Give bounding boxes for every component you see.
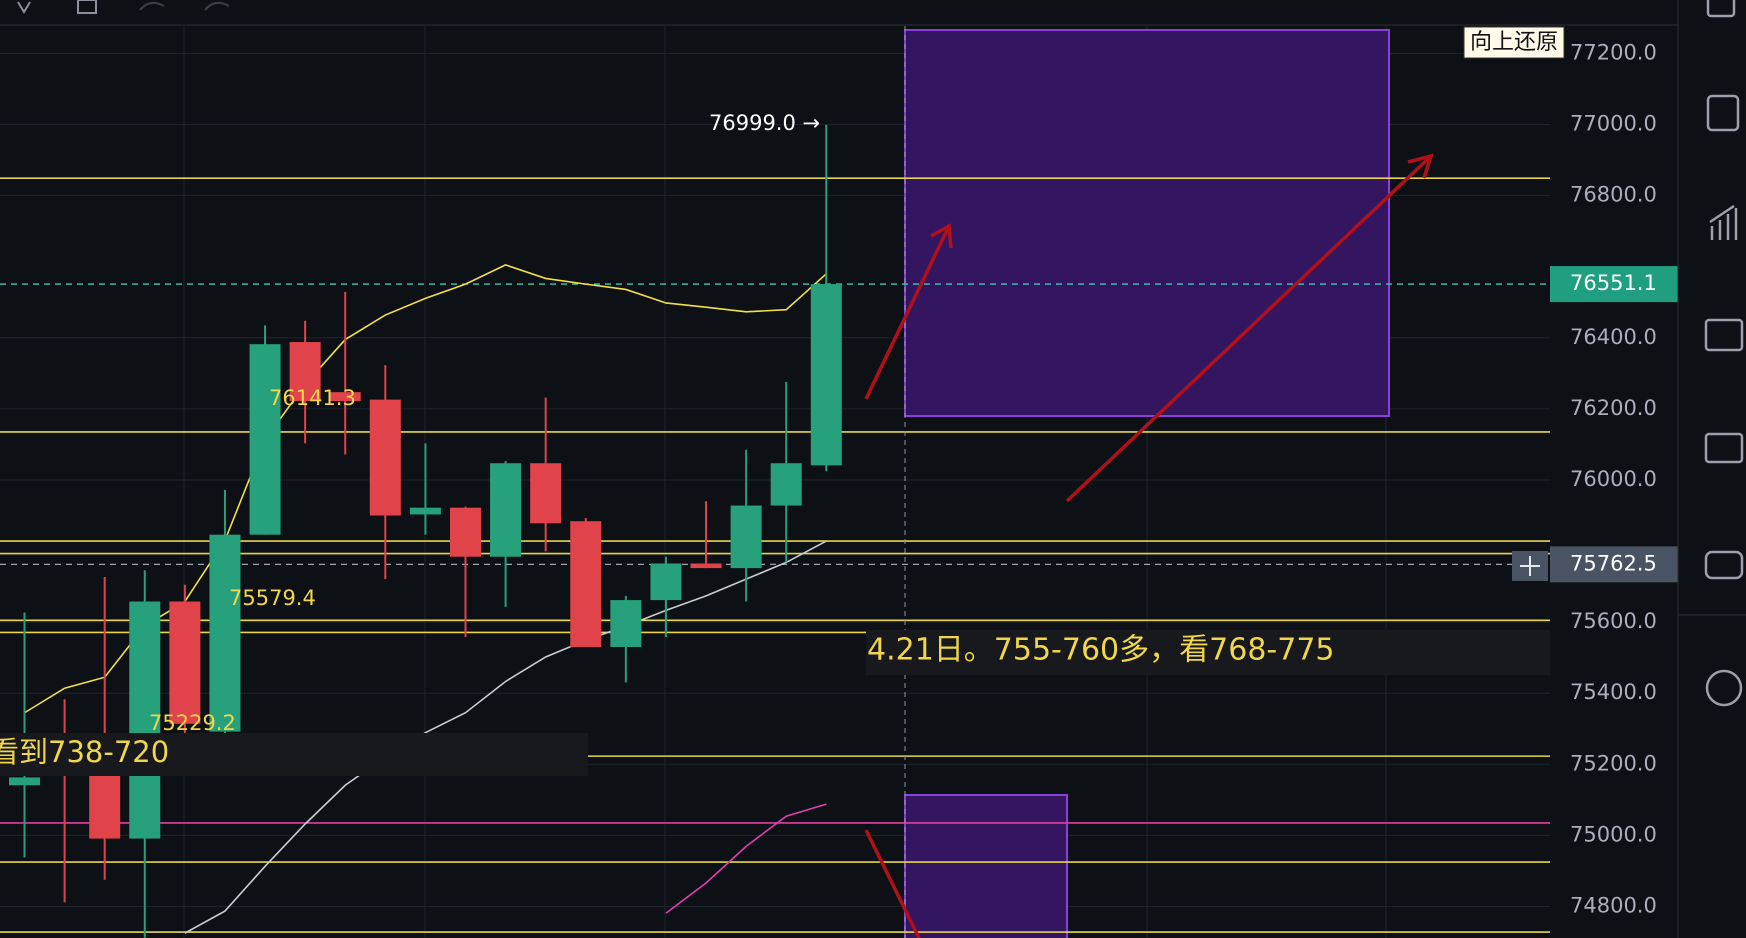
- y-tick-label: 75200.0: [1570, 751, 1657, 775]
- y-tick-label: 77200.0: [1570, 40, 1657, 64]
- candle-body: [650, 563, 682, 601]
- candle-body: [289, 342, 321, 402]
- tool-icon[interactable]: [77, 0, 97, 14]
- y-tick-label: 76000.0: [1570, 467, 1657, 491]
- arrow: [864, 829, 921, 938]
- arrow-head: [930, 223, 953, 249]
- price-tag: [1550, 546, 1678, 583]
- candle-body: [169, 601, 201, 724]
- candle-body: [490, 463, 522, 557]
- candle-body: [369, 399, 401, 516]
- y-tick-label: 75000.0: [1570, 822, 1657, 846]
- ma-line: [184, 540, 827, 934]
- note-bg: [866, 630, 1550, 675]
- side-icon[interactable]: [1705, 669, 1743, 707]
- plot: [9, 124, 842, 938]
- arrow: [1065, 154, 1433, 503]
- price-annotation: 75579.4: [229, 586, 316, 610]
- y-tick-label: 74800.0: [1570, 893, 1657, 917]
- y-axis: 77200.0 77000.0 76800.0 76400.0 76200.0 76000…: [1550, 40, 1678, 917]
- y-tick-label: 76800.0: [1570, 183, 1657, 207]
- zone-box: [904, 794, 1068, 938]
- price-annotation: 76141.3: [269, 386, 356, 410]
- side-icon[interactable]: [1704, 550, 1744, 580]
- candle-body: [9, 777, 40, 786]
- candle-body: [329, 392, 361, 402]
- note-bg: [0, 733, 588, 776]
- price-tag: [1550, 266, 1678, 303]
- candle-body: [730, 505, 762, 569]
- y-tick-label: 76400.0: [1570, 325, 1657, 349]
- sidebar: [1678, 0, 1746, 938]
- side-icon[interactable]: [1709, 204, 1738, 240]
- note-right: 4.21日。755-760多，看768-775: [867, 633, 1335, 668]
- candle-body: [530, 463, 562, 524]
- price-tag-label: 76551.1: [1570, 271, 1657, 295]
- side-icon[interactable]: [1704, 432, 1744, 464]
- side-icon[interactable]: [1704, 318, 1744, 352]
- arrows: [864, 153, 1434, 938]
- candle-body: [209, 534, 241, 732]
- toolbar: [0, 0, 1746, 25]
- candle-body: [249, 344, 281, 535]
- candle-body: [570, 521, 602, 647]
- candle-body: [89, 773, 121, 839]
- restore-button[interactable]: [1463, 26, 1565, 59]
- candle-body: [449, 507, 481, 557]
- y-tick-label: 76200.0: [1570, 396, 1657, 420]
- side-icon[interactable]: [1706, 0, 1736, 18]
- y-tick-label: 75400.0: [1570, 680, 1657, 704]
- candle-body: [610, 600, 642, 647]
- candle-body: [770, 463, 802, 506]
- axis-panel: [1550, 26, 1678, 938]
- toolbar-icons: [17, 0, 230, 14]
- restore-button-label[interactable]: 向上还原: [1470, 30, 1558, 55]
- zone-box: [904, 29, 1390, 417]
- tool-icon[interactable]: [17, 1, 31, 14]
- side-icon[interactable]: [1706, 94, 1740, 132]
- arrow-head: [1407, 153, 1434, 179]
- tool-icon[interactable]: [204, 1, 230, 11]
- tool-icon[interactable]: [139, 1, 165, 11]
- candle-body: [409, 507, 441, 515]
- candle-body: [690, 563, 722, 569]
- price-tag-label: 75762.5: [1570, 551, 1657, 575]
- sidebar-icons: [1704, 0, 1744, 707]
- ma-line: [665, 803, 827, 914]
- high-label: 76999.0 →: [709, 111, 820, 135]
- note-left: 看到738-720: [0, 735, 169, 769]
- arrow: [864, 225, 951, 400]
- candle-body: [810, 284, 842, 466]
- candle-body: [129, 601, 161, 839]
- y-tick-label: 75600.0: [1570, 609, 1657, 633]
- y-tick-label: 77000.0: [1570, 112, 1657, 136]
- crosshair-plus[interactable]: [1520, 556, 1540, 576]
- price-annotation: 75229.2: [149, 711, 236, 735]
